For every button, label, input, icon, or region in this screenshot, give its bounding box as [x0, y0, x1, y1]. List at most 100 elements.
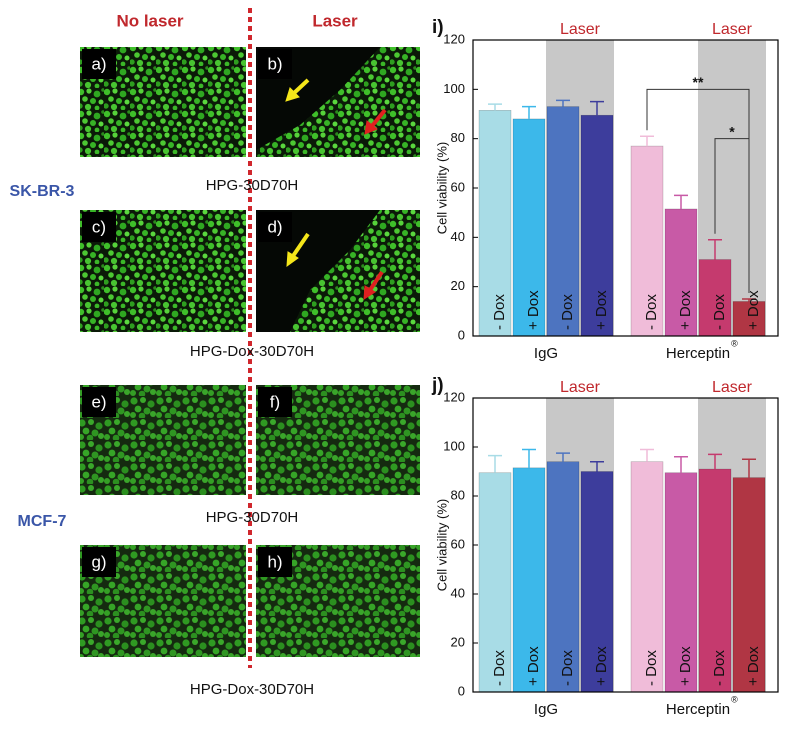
- error-bar: [640, 135, 654, 147]
- group-label: IgG: [534, 701, 558, 718]
- error-bar: [488, 454, 502, 473]
- error-bar: [742, 458, 756, 478]
- y-tick-label: 0: [458, 683, 465, 698]
- column-header: No laser: [116, 11, 183, 30]
- bar: [664, 472, 698, 693]
- y-tick-label: 40: [451, 585, 465, 600]
- category-label: - Dox: [559, 294, 576, 330]
- category-label: + Dox: [593, 290, 610, 330]
- bar: [512, 118, 546, 337]
- panel-label: d): [267, 217, 282, 236]
- category-label: + Dox: [677, 290, 694, 330]
- group-label: IgG: [534, 345, 558, 362]
- error-bar: [556, 452, 570, 462]
- red-arrow: [363, 108, 387, 300]
- y-axis-label: Cell viability (%): [434, 499, 449, 591]
- category-label: + Dox: [525, 290, 542, 330]
- y-tick-label: 120: [443, 31, 465, 46]
- y-tick-label: 120: [443, 389, 465, 404]
- error-bar: [708, 453, 722, 470]
- caption: HPG-30D70H: [206, 177, 299, 194]
- y-tick-label: 60: [451, 179, 465, 194]
- category-label: - Dox: [491, 294, 508, 330]
- group-label: Herceptin: [666, 345, 730, 362]
- cell-line: MCF-7: [18, 513, 67, 530]
- bar: [732, 477, 766, 693]
- panel-label: g): [91, 552, 106, 571]
- bar: [580, 471, 614, 693]
- panel-label: e): [91, 392, 106, 411]
- caption: HPG-Dox-30D70H: [190, 343, 314, 360]
- y-tick-label: 80: [451, 487, 465, 502]
- y-axis-label: Cell viability (%): [434, 142, 449, 234]
- panel-label: j): [431, 375, 444, 396]
- significance-bracket: [714, 138, 750, 293]
- error-bar: [674, 194, 688, 209]
- laser-label: Laser: [560, 379, 601, 396]
- category-label: + Dox: [677, 646, 694, 686]
- laser-label: Laser: [712, 379, 753, 396]
- panel-label: h): [267, 552, 282, 571]
- category-label: - Dox: [643, 294, 660, 330]
- caption: HPG-30D70H: [206, 509, 299, 526]
- yellow-arrow: [285, 78, 310, 268]
- significance-label: *: [729, 123, 735, 139]
- column-header: Laser: [312, 11, 358, 30]
- laser-label: Laser: [712, 21, 753, 38]
- micrograph-images: [80, 8, 420, 668]
- y-tick-label: 40: [451, 229, 465, 244]
- panel-labels: a) b) c) d) e) f) g) h): [82, 49, 292, 577]
- bar: [698, 259, 732, 337]
- laser-label: Laser: [560, 21, 601, 38]
- bar: [512, 467, 546, 693]
- group-label: Herceptin: [666, 701, 730, 718]
- y-tick-label: 80: [451, 130, 465, 145]
- category-label: - Dox: [643, 650, 660, 686]
- y-tick-label: 0: [458, 327, 465, 342]
- error-bar: [522, 105, 536, 119]
- error-bar: [590, 460, 604, 472]
- panel-label: b): [267, 54, 282, 73]
- category-label: - Dox: [711, 650, 728, 686]
- error-bar: [742, 298, 756, 302]
- bar: [546, 106, 580, 337]
- category-label: + Dox: [745, 290, 762, 330]
- category-label: - Dox: [559, 650, 576, 686]
- panel-label: i): [432, 17, 444, 38]
- group-label-sup: ®: [731, 338, 738, 348]
- bar: [580, 114, 614, 337]
- y-tick-label: 20: [451, 634, 465, 649]
- bar: [478, 110, 512, 337]
- y-tick-label: 20: [451, 278, 465, 293]
- error-bar: [556, 99, 570, 107]
- error-bar: [674, 456, 688, 473]
- category-label: + Dox: [593, 646, 610, 686]
- error-bar: [590, 100, 604, 116]
- category-label: - Dox: [711, 294, 728, 330]
- bar: [478, 472, 512, 693]
- bar: [630, 461, 664, 693]
- y-tick-label: 60: [451, 536, 465, 551]
- error-bar: [708, 239, 722, 260]
- caption: HPG-Dox-30D70H: [190, 681, 314, 698]
- panel-label: f): [270, 392, 280, 411]
- category-label: + Dox: [525, 646, 542, 686]
- y-tick-label: 100: [443, 438, 465, 453]
- panel-label: a): [91, 54, 106, 73]
- error-bar: [488, 103, 502, 111]
- significance-label: **: [693, 74, 704, 90]
- error-bar: [522, 448, 536, 468]
- y-tick-label: 100: [443, 81, 465, 96]
- bar: [698, 468, 732, 693]
- panel-label: c): [92, 217, 106, 236]
- group-label-sup: ®: [731, 694, 738, 704]
- bar: [732, 301, 766, 337]
- category-label: - Dox: [491, 650, 508, 686]
- cell-line: SK-BR-3: [10, 183, 75, 200]
- bar: [664, 208, 698, 337]
- category-label: + Dox: [745, 646, 762, 686]
- error-bar: [640, 448, 654, 462]
- bar: [630, 145, 664, 337]
- bar: [546, 461, 580, 693]
